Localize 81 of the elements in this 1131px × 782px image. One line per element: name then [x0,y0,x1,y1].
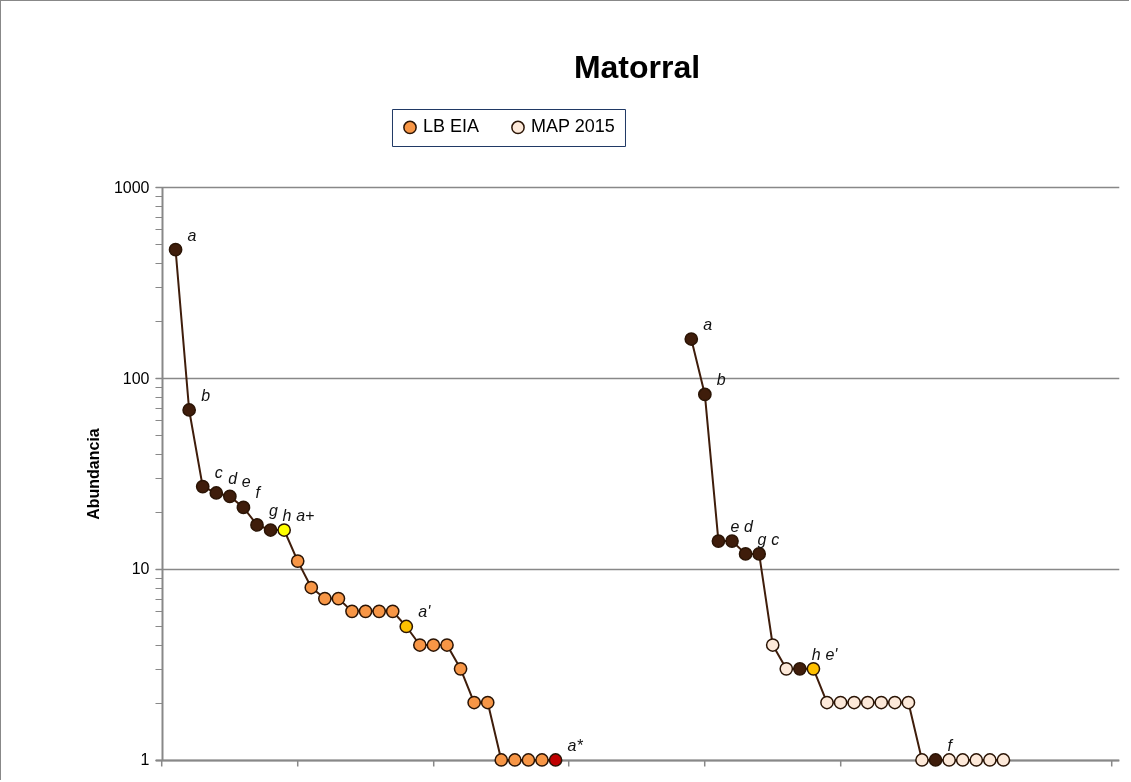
data-label: e [730,518,740,536]
point [752,547,767,561]
point [955,753,970,767]
point [385,604,400,619]
point [507,753,522,767]
point [331,591,346,606]
point [494,753,509,767]
point [277,523,292,537]
data-label: d [744,518,754,536]
point [820,695,834,710]
point [521,753,536,767]
point [874,695,889,710]
point [548,753,563,767]
data-label: f [255,484,262,502]
data-label: a [703,316,713,334]
data-label: e' [825,645,839,663]
point [833,695,848,710]
point [792,662,807,676]
data-label: d [228,469,239,487]
point [684,332,699,346]
data-label: b [201,386,211,404]
point [765,638,780,652]
y-tick-label: 1 [140,751,150,769]
data-label: a [187,226,197,244]
y-tick-label: 100 [122,369,150,387]
point [860,695,875,710]
legend-label: MAP 2015 [531,116,615,137]
point [996,753,1011,767]
point [195,479,210,494]
data-label: a+ [296,507,315,525]
point [467,695,482,710]
data-label: e [241,473,251,491]
y-tick-label: 10 [131,560,150,578]
data-label: g [269,501,278,519]
data-label: b [716,371,726,389]
point [440,638,454,652]
point [806,662,821,676]
point [887,695,902,710]
point [969,753,984,767]
point [535,753,549,767]
point [480,695,495,710]
point [399,619,414,634]
point [372,604,387,619]
point [847,695,862,710]
point [779,662,794,676]
data-label: c [771,530,780,548]
point [928,753,943,767]
point [412,638,427,652]
point [168,242,183,257]
point [317,591,332,606]
point [263,523,278,537]
point [901,695,916,710]
point [236,500,251,515]
legend-label: LB EIA [423,116,479,137]
point [697,387,712,402]
point [725,534,739,548]
y-tick-label: 1000 [113,178,150,196]
point [426,638,441,652]
point [982,753,997,767]
point [290,554,305,568]
data-label: f [947,737,954,754]
data-label: h [811,645,821,663]
data-label: g [757,530,767,548]
data-label: c [214,463,223,481]
point [453,662,468,676]
data-label: a' [418,603,432,621]
point [942,753,957,767]
point [345,604,359,619]
point [182,403,197,417]
chart-title: Matorral [573,48,701,85]
y-axis-title: Abundancia [84,428,102,520]
point [915,753,929,767]
point [222,489,237,504]
point [711,534,726,548]
point [358,604,373,619]
point [250,518,264,532]
point [738,547,753,561]
point [209,486,224,500]
point [304,580,319,595]
data-label: a* [567,737,584,754]
data-label: h [282,507,292,525]
